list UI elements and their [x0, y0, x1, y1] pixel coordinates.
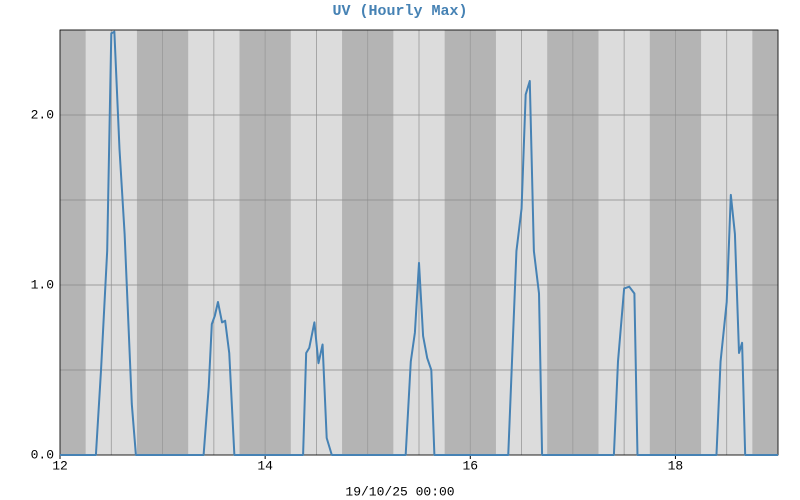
night-band — [572, 30, 599, 455]
y-tick-label: 1.0 — [31, 277, 54, 292]
night-band — [649, 30, 676, 455]
night-band — [675, 30, 702, 455]
night-band — [342, 30, 368, 455]
y-tick-label: 0.0 — [31, 447, 54, 462]
x-axis-label: 19/10/25 00:00 — [345, 484, 454, 499]
night-band — [752, 30, 778, 455]
x-tick-label: 12 — [52, 458, 68, 473]
night-band — [470, 30, 496, 455]
night-band — [367, 30, 394, 455]
night-band — [239, 30, 266, 455]
chart-title: UV (Hourly Max) — [332, 3, 467, 20]
night-band — [162, 30, 189, 455]
night-band — [547, 30, 573, 455]
x-tick-label: 18 — [668, 458, 684, 473]
night-band — [265, 30, 291, 455]
x-tick-label: 16 — [462, 458, 478, 473]
x-tick-label: 14 — [257, 458, 273, 473]
data-line — [60, 30, 778, 456]
plot-frame — [59, 29, 779, 456]
y-tick-label: 2.0 — [31, 107, 54, 122]
night-band — [444, 30, 471, 455]
night-band — [60, 30, 86, 455]
night-band — [136, 30, 163, 455]
